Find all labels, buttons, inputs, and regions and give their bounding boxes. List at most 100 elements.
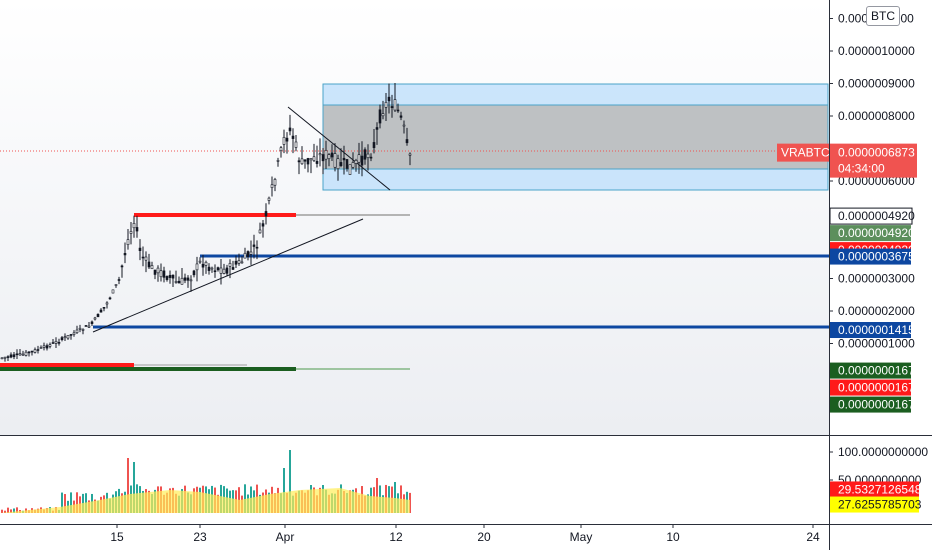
- candle-body: [261, 223, 265, 227]
- main-chart-pane[interactable]: [0, 0, 829, 435]
- candle-body: [300, 158, 304, 165]
- candle-body: [276, 160, 280, 162]
- candle-body: [93, 317, 97, 320]
- time-axis-label: May: [570, 530, 593, 544]
- candle-body: [396, 109, 400, 112]
- time-axis-label: 24: [806, 530, 820, 544]
- candle-body: [57, 342, 61, 344]
- price-axis-label: 0.0000002000: [838, 304, 915, 318]
- candle-body: [36, 349, 40, 351]
- volume-ma-area: [0, 488, 410, 513]
- candle-body: [369, 156, 373, 159]
- pane-separator[interactable]: [0, 435, 932, 436]
- volume-bar: [394, 482, 396, 513]
- candle-body: [24, 351, 28, 356]
- price-tag-value: 0.0000001415: [838, 323, 915, 337]
- candle-body: [102, 307, 106, 309]
- candle-body: [132, 223, 136, 229]
- candle-body: [366, 153, 370, 158]
- price-axis-label: 0.0000008000: [838, 109, 915, 123]
- volume-bar: [10, 509, 12, 513]
- bar-countdown: 04:34:00: [838, 162, 885, 176]
- candle-body: [339, 162, 343, 167]
- descending-trendline[interactable]: [287, 106, 391, 191]
- candle-body: [153, 269, 157, 275]
- candle-body: [381, 113, 385, 117]
- volume-bar: [127, 458, 129, 513]
- symbol-tag: [777, 143, 829, 162]
- candle-body: [159, 270, 163, 278]
- price-axis[interactable]: 0.00000110000.00000100000.00000090000.00…: [829, 12, 915, 351]
- candle-body: [393, 99, 397, 111]
- range-box-inner[interactable]: [322, 104, 829, 170]
- time-axis-label: 12: [389, 530, 403, 544]
- price-tag: [829, 379, 911, 396]
- candle-body: [63, 336, 67, 339]
- candle-body: [321, 154, 325, 162]
- candle-body: [108, 297, 112, 300]
- volume-axis[interactable]: 100.000000000050.000000000029.5327126548…: [829, 445, 928, 513]
- price-axis-label: 0.0000010000: [838, 44, 915, 58]
- ascending-trendline[interactable]: [92, 218, 364, 333]
- candle-body: [219, 267, 223, 274]
- candle-body: [204, 261, 208, 266]
- candle-body: [96, 313, 100, 318]
- candle-body: [285, 137, 289, 142]
- volume-bar: [376, 478, 378, 513]
- candle-body: [309, 158, 313, 161]
- price-tag-value: 0.0000000167: [838, 381, 915, 395]
- candle-body: [135, 227, 139, 232]
- volume-bar: [283, 468, 285, 513]
- candle-body: [69, 334, 73, 336]
- candle-body: [129, 231, 133, 234]
- volume-bar: [64, 494, 66, 513]
- price-tag: [829, 362, 911, 379]
- candle-body: [327, 154, 331, 159]
- candle-body: [267, 197, 271, 201]
- candle-body: [33, 349, 37, 353]
- candle-body: [45, 345, 49, 349]
- candle-body: [3, 356, 7, 359]
- trendlines[interactable]: [92, 106, 391, 333]
- candle-body: [144, 256, 148, 261]
- horizontal-levels[interactable]: [0, 213, 829, 371]
- candle-body: [333, 153, 337, 168]
- candle-body: [156, 267, 160, 274]
- candle-body: [75, 329, 79, 334]
- candle-body: [213, 270, 217, 273]
- candle-body: [243, 252, 247, 259]
- time-axis-label: 10: [666, 530, 680, 544]
- range-box-blue[interactable]: [322, 83, 829, 191]
- candle-body: [18, 353, 22, 356]
- candle-body: [342, 157, 346, 161]
- candle-body: [282, 137, 286, 145]
- candle-body: [279, 147, 283, 152]
- candle-body: [72, 332, 76, 335]
- candle-body: [210, 267, 214, 270]
- candle-body: [54, 341, 58, 344]
- volume-bar: [76, 492, 78, 513]
- candle-body: [216, 267, 220, 271]
- candle-body: [330, 152, 334, 158]
- time-axis-label: 23: [193, 530, 207, 544]
- candle-body: [318, 153, 322, 156]
- candle-body: [66, 335, 70, 339]
- candle-body: [126, 239, 130, 245]
- candle-body: [234, 260, 238, 265]
- candle-body: [312, 156, 316, 161]
- candle-body: [378, 109, 382, 124]
- candle-body: [231, 267, 235, 270]
- candle-body: [174, 281, 178, 283]
- time-axis-label: 15: [110, 530, 124, 544]
- currency-badge[interactable]: BTC: [866, 6, 900, 26]
- candle-body: [408, 153, 412, 156]
- candle-body: [255, 246, 259, 249]
- symbol-label: VRABTC: [781, 146, 830, 160]
- candle-body: [48, 344, 52, 347]
- time-axis-label: Apr: [276, 530, 295, 544]
- candle-body: [117, 279, 121, 281]
- time-axis[interactable]: 15 23 Apr 12 20 May 10 24: [110, 524, 820, 544]
- candle-body: [6, 356, 10, 358]
- candle-body: [345, 159, 349, 169]
